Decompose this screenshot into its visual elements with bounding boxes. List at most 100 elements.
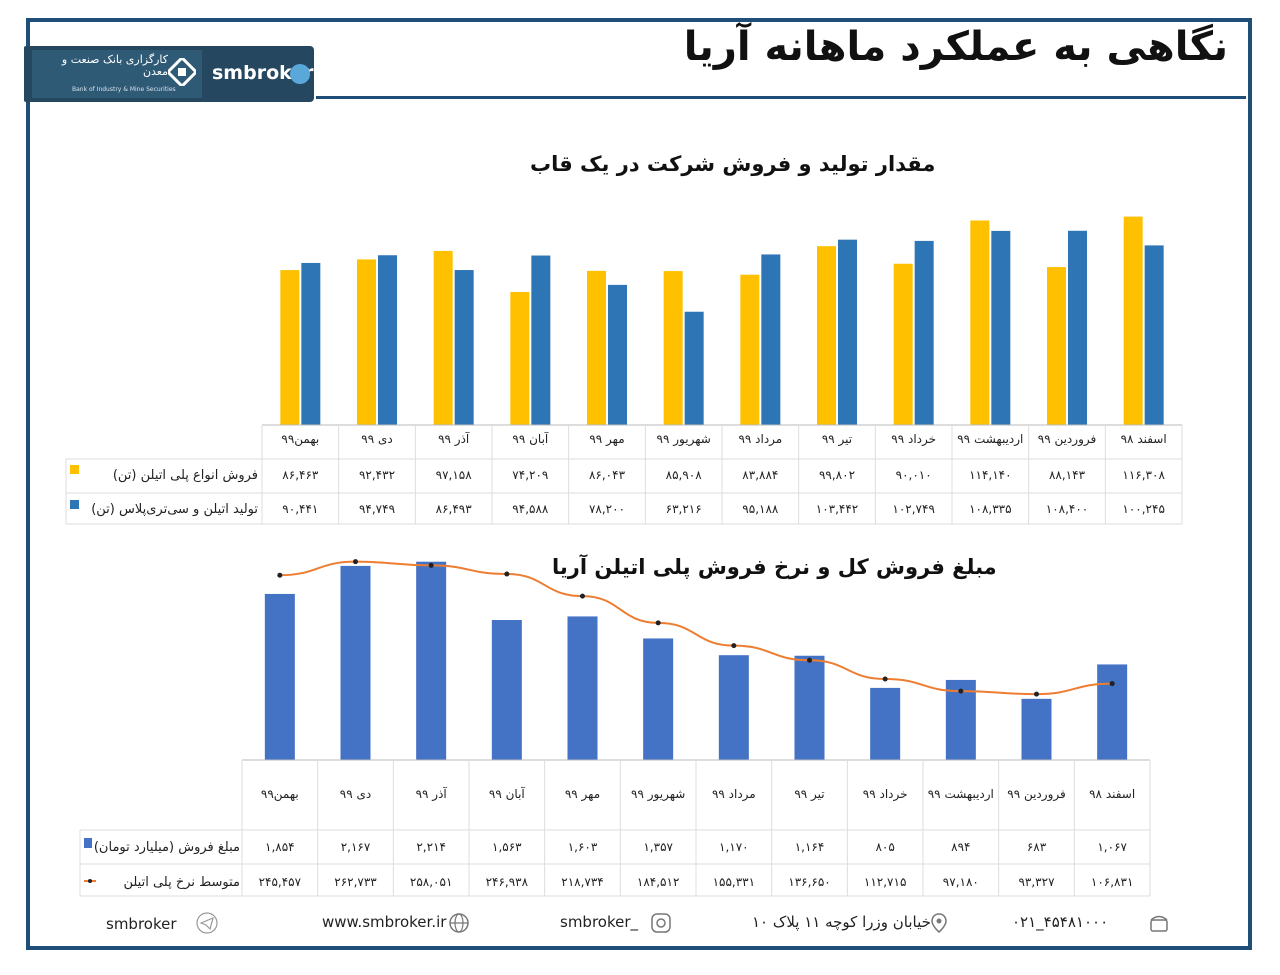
data-label-production: ۱۰۰,۲۴۵ [1122,502,1165,516]
legend-label-sales: فروش انواع پلی اتیلن (تن) [113,468,258,483]
legend-swatch-sales [70,465,79,474]
page-frame [26,18,1252,950]
price-point-6 [655,620,661,626]
x-tick-label: اردیبهشت ۹۹ [928,787,994,802]
data-label-price: ۹۷,۱۸۰ [943,875,979,889]
x-tick-label: تیر ۹۹ [822,432,852,447]
bar-production-0 [1144,245,1164,425]
bank-mark-icon [168,58,196,86]
data-label-sales: ۹۰,۰۱۰ [896,468,932,482]
legend-swatch-price-dot [88,879,92,883]
price-point-11 [277,572,283,578]
x-tick-label: مرداد ۹۹ [712,787,756,802]
bar-production-4 [838,239,857,425]
legend-swatch-amount [84,838,92,848]
bar-amount-4 [794,655,825,760]
data-label-sales: ۸۵,۹۰۸ [666,468,703,482]
price-point-3 [882,676,888,682]
bar-sales-8 [510,292,530,425]
data-label-amount: ۸۰۵ [875,840,894,854]
data-label-price: ۱۵۵,۳۳۱ [713,875,756,889]
data-label-production: ۱۰۸,۴۰۰ [1046,502,1089,516]
x-tick-label: آبان ۹۹ [512,431,549,446]
data-label-sales: ۱۱۶,۳۰۸ [1122,468,1165,482]
legend-swatch-production [70,500,79,509]
data-label-amount: ۱,۱۷۰ [719,840,749,854]
bar-production-10 [378,255,397,425]
telegram-footer-icon [196,912,218,934]
bar-amount-11 [264,593,295,760]
data-label-production: ۸۶,۴۹۳ [436,502,473,516]
data-label-amount: ۱,۶۰۳ [568,840,598,854]
logo-handle: smbroker [212,62,314,84]
footer-address: خیابان وزرا کوچه ۱۱ پلاک ۱۰ [752,913,931,931]
smbroker-logo: کارگزاری بانک صنعت و معدن Bank of Indust… [24,46,314,102]
bar-sales-9 [433,250,453,425]
data-label-price: ۱۳۶,۶۵۰ [788,875,831,889]
price-point-9 [428,562,434,568]
bar-sales-1 [1047,267,1066,425]
x-tick-label: بهمن۹۹ [281,432,319,447]
footer-telegram: smbroker [106,915,177,933]
price-point-1 [1034,691,1039,697]
location-icon [928,912,950,934]
bar-production-6 [684,311,704,425]
phone-icon [1148,912,1170,934]
bar-sales-7 [587,270,606,425]
bar-amount-8 [491,620,522,760]
data-label-sales: ۸۶,۰۴۳ [589,468,626,482]
data-label-price: ۲۴۶,۹۳۸ [486,875,529,889]
price-point-8 [504,571,510,577]
data-label-amount: ۱,۵۶۳ [492,840,522,854]
x-tick-label: مرداد ۹۹ [738,432,782,447]
price-point-4 [807,657,812,663]
bar-production-7 [608,284,627,425]
bar-sales-11 [280,270,300,425]
price-point-10 [353,559,358,565]
legend-label-production: تولید اتیلن و سی‌تری‌پلاس (تن) [91,502,258,517]
data-label-production: ۱۰۲,۷۴۹ [892,502,935,516]
footer-instagram: smbroker_ [560,913,639,931]
data-label-sales: ۱۱۴,۱۴۰ [969,468,1012,482]
data-label-price: ۲۴۵,۴۵۷ [259,875,302,889]
x-tick-label: مهر ۹۹ [589,432,624,447]
x-tick-label: فروردین ۹۹ [1007,787,1065,802]
x-tick-label: خرداد ۹۹ [891,432,936,447]
x-tick-label: دی ۹۹ [361,432,392,446]
data-label-sales: ۹۷,۱۵۸ [436,468,473,482]
data-label-production: ۹۵,۱۸۸ [742,502,779,516]
bar-sales-0 [1123,216,1143,425]
chart2-title: مبلغ فروش کل و نرخ فروش پلی اتیلن آریا [552,555,997,579]
x-tick-label: آذر ۹۹ [438,431,470,447]
legend-label-amount: مبلغ فروش (میلیارد تومان) [94,840,240,855]
data-label-sales: ۸۳,۸۸۴ [742,468,778,482]
bar-sales-10 [357,259,376,425]
bar-sales-6 [663,271,683,425]
bank-logo: کارگزاری بانک صنعت و معدن Bank of Indust… [32,50,202,98]
bank-name-fa: کارگزاری بانک صنعت و معدن [61,53,168,78]
telegram-icon [290,64,310,84]
x-tick-label: مهر ۹۹ [565,787,600,802]
data-label-sales: ۹۹,۸۰۲ [819,468,855,482]
data-label-amount: ۱,۸۵۴ [265,840,295,854]
data-label-sales: ۸۸,۱۴۳ [1049,468,1086,482]
data-label-price: ۲۱۸,۷۳۴ [561,875,604,889]
data-label-production: ۶۳,۲۱۶ [666,502,702,516]
data-label-amount: ۱,۰۶۷ [1097,840,1127,854]
bar-amount-10 [340,565,371,760]
data-label-production: ۷۸,۲۰۰ [589,502,625,516]
x-tick-label: فروردین ۹۹ [1038,432,1096,447]
footer-phone: ۰۲۱_۴۵۴۸۱۰۰۰ [1012,913,1109,931]
bar-production-8 [531,255,551,425]
price-point-7 [580,593,585,599]
bar-production-9 [454,270,474,425]
data-label-production: ۹۰,۴۴۱ [282,502,318,516]
bar-amount-6 [643,638,674,760]
bar-production-1 [1068,230,1087,425]
data-label-price: ۱۸۴,۵۱۲ [637,875,680,889]
page-title: نگاهی به عملکرد ماهانه آریا [683,24,1228,70]
bar-amount-7 [567,616,598,760]
footer-website: www.smbroker.ir [322,913,447,931]
x-tick-label: اسفند ۹۸ [1089,787,1135,801]
